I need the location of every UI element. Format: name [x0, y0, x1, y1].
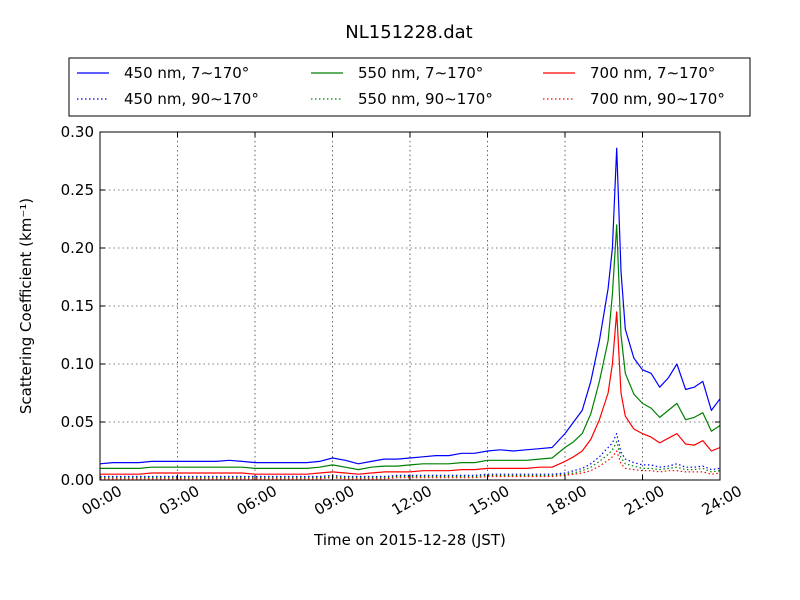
x-tick-label: 15:00 [466, 482, 512, 519]
legend-label: 450 nm, 7∼170° [124, 64, 249, 82]
series-line-3 [100, 311, 721, 475]
series-lines [99, 147, 721, 480]
plot-area [100, 132, 720, 480]
x-tick-label: 18:00 [544, 482, 590, 519]
legend-label: 550 nm, 7∼170° [358, 64, 483, 82]
series-line-5 [100, 441, 721, 479]
series-line-2 [100, 224, 721, 471]
x-tick-label: 12:00 [389, 482, 435, 519]
y-tick-label: 0.00 [61, 471, 94, 489]
y-tick-label: 0.10 [61, 355, 94, 373]
y-tick-label: 0.15 [61, 297, 94, 315]
legend: 450 nm, 7∼170° 550 nm, 7∼170° 700 nm, 7∼17… [68, 57, 751, 117]
x-tick-label: 09:00 [311, 482, 357, 519]
x-axis-label: Time on 2015-12-28 (JST) [313, 531, 506, 549]
chart-title: NL151228.dat [345, 22, 472, 43]
x-tick-label: 24:00 [699, 482, 745, 519]
legend-label: 550 nm, 90∼170° [358, 90, 493, 108]
legend-label: 700 nm, 7∼170° [590, 64, 715, 82]
x-tick-label: 03:00 [156, 482, 202, 519]
legend-label: 450 nm, 90∼170° [124, 90, 259, 108]
y-axis-label: Scattering Coefficient (km⁻¹) [17, 198, 35, 414]
series-line-6 [100, 450, 721, 480]
x-tick-label: 21:00 [621, 482, 667, 519]
y-tick-label: 0.05 [61, 413, 94, 431]
series-line-1 [99, 147, 721, 465]
y-tick-label: 0.20 [61, 239, 94, 257]
legend-frame [68, 57, 751, 117]
series-line-4 [100, 433, 721, 478]
y-tick-label: 0.25 [61, 181, 94, 199]
y-tick-label: 0.30 [61, 123, 94, 141]
x-tick-label: 06:00 [234, 482, 280, 519]
legend-label: 700 nm, 90∼170° [590, 90, 725, 108]
